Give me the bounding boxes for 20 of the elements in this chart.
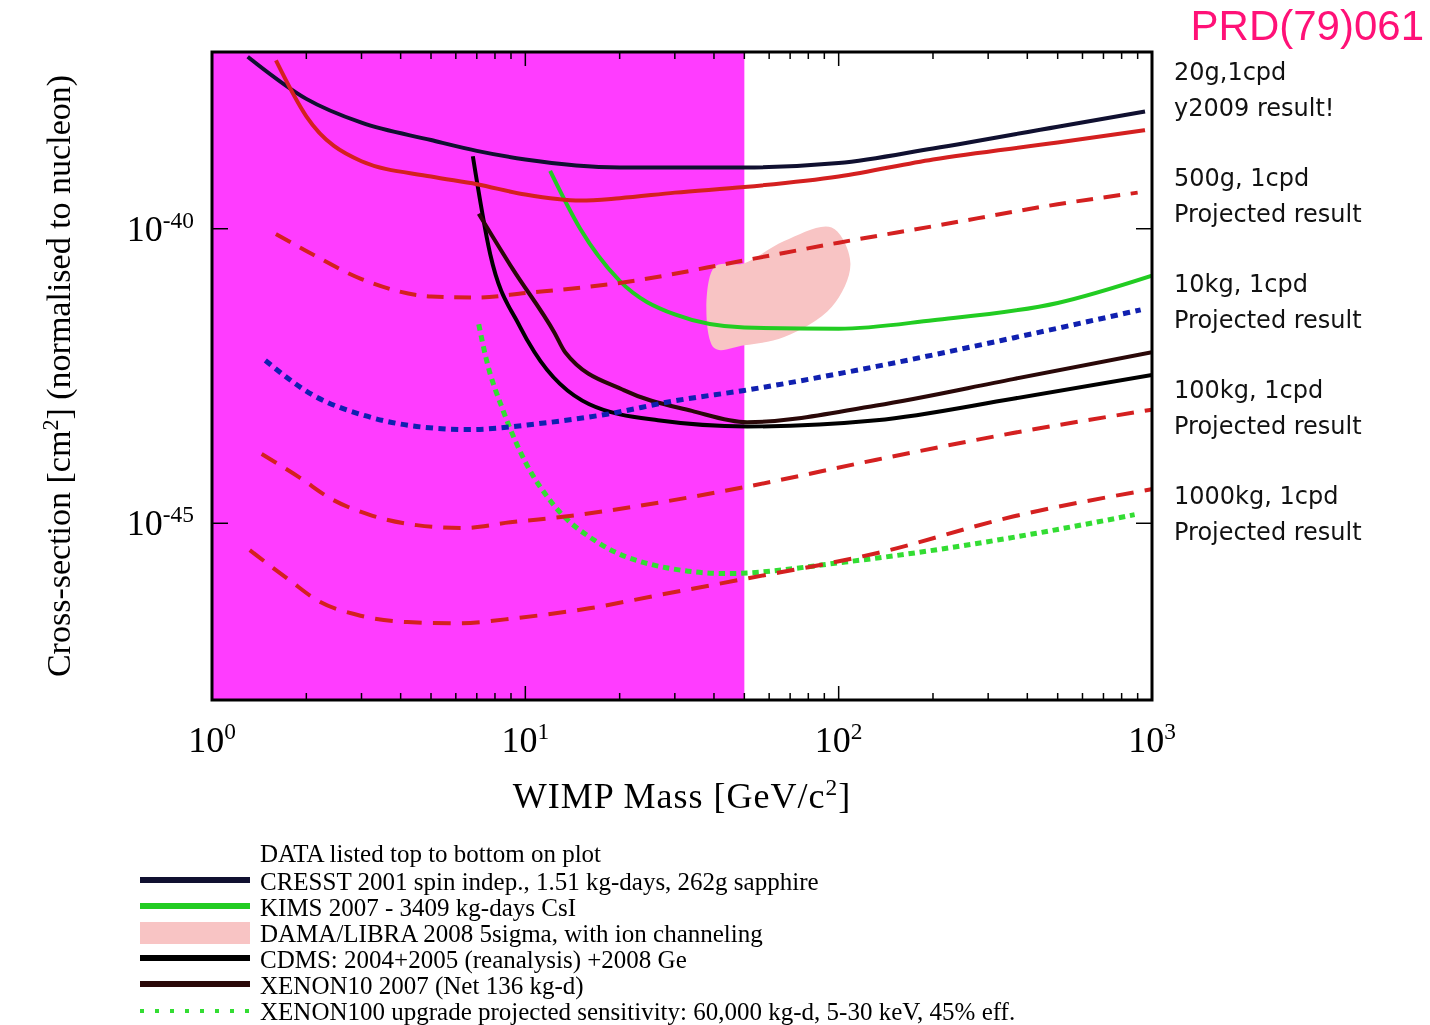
x-tick-label: 10$^{2}$ xyxy=(814,718,863,760)
x-tick-label: 10$^{3}$ xyxy=(1128,718,1176,760)
text: PRD(79)061 xyxy=(1190,2,1424,49)
legend-label: KIMS 2007 - 3409 kg-days CsI xyxy=(260,894,576,921)
legend-label: XENON100 upgrade projected sensitivity: 60,000 kg-d, 5-30 keV, 45% eff. xyxy=(260,998,1016,1025)
legend-label: XENON10 2007 (Net 136 kg-d) xyxy=(260,972,584,1000)
x-tick-label: 10$^{1}$ xyxy=(501,718,550,760)
x-axis-title: WIMP Mass [GeV/c$^{2}$] xyxy=(512,774,852,816)
legend-title: DATA listed top to bottom on plot xyxy=(260,840,602,867)
legend-label: DAMA/LIBRA 2008 5sigma, with ion channeling xyxy=(260,920,764,947)
x-tick-label: 10$^{0}$ xyxy=(188,718,236,760)
text: 1000kg, 1cpd Projected result xyxy=(1174,482,1362,546)
text: 100kg, 1cpd Projected result xyxy=(1174,376,1362,440)
legend-label: CDMS: 2004+2005 (reanalysis) +2008 Ge xyxy=(260,946,687,974)
y-tick-label: 10$^{-45}$ xyxy=(126,501,194,544)
text: 10kg, 1cpd Projected result xyxy=(1174,270,1362,334)
text: 20g,1cpd y2009 result! xyxy=(1174,58,1335,122)
y-tick-label: 10$^{-40}$ xyxy=(126,206,194,249)
legend-label: CRESST 2001 spin indep., 1.51 kg-days, 262g sapphire xyxy=(260,868,819,895)
text: 500g, 1cpd Projected result xyxy=(1174,164,1362,228)
